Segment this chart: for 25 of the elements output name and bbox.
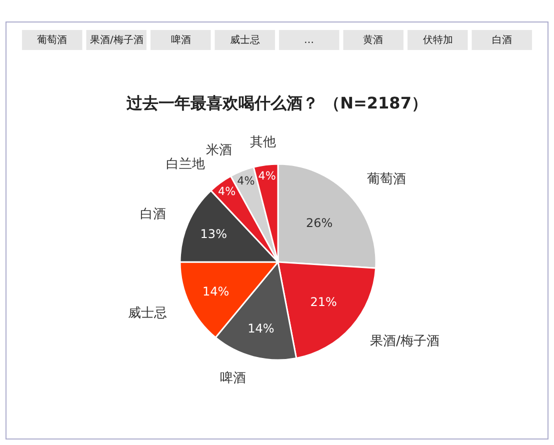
data-label: 14% [248, 322, 274, 336]
slice-label: 葡萄酒 [367, 172, 406, 187]
text: 威士忌 [230, 34, 260, 46]
data-label: 14% [202, 284, 230, 298]
text: … [304, 35, 314, 46]
slice-label: 啤酒 [220, 371, 246, 386]
slice-label: 其他 [250, 135, 276, 150]
slice-label: 米酒 [206, 143, 232, 158]
text: 葡萄酒 [37, 34, 67, 46]
data-label: 4% [218, 185, 236, 198]
data-label: 26% [306, 216, 333, 230]
slice-label: 白酒 [140, 207, 166, 222]
chart-title: 过去一年最喜欢喝什么酒？ （N=2187） [126, 94, 428, 113]
data-label: 4% [237, 174, 255, 188]
text: 黄酒 [363, 34, 383, 46]
data-label: 13% [200, 227, 227, 242]
slice-label: 果酒/梅子酒 [370, 334, 440, 349]
data-label: 21% [310, 295, 337, 310]
text: 白酒 [492, 34, 512, 46]
text: 啤酒 [171, 34, 191, 46]
slice-label: 白兰地 [166, 157, 205, 172]
data-label: 4% [258, 169, 276, 182]
text: 果酒/梅子酒 [90, 34, 144, 46]
text: 伏特加 [423, 34, 453, 46]
slice-label: 威士忌 [128, 306, 167, 321]
